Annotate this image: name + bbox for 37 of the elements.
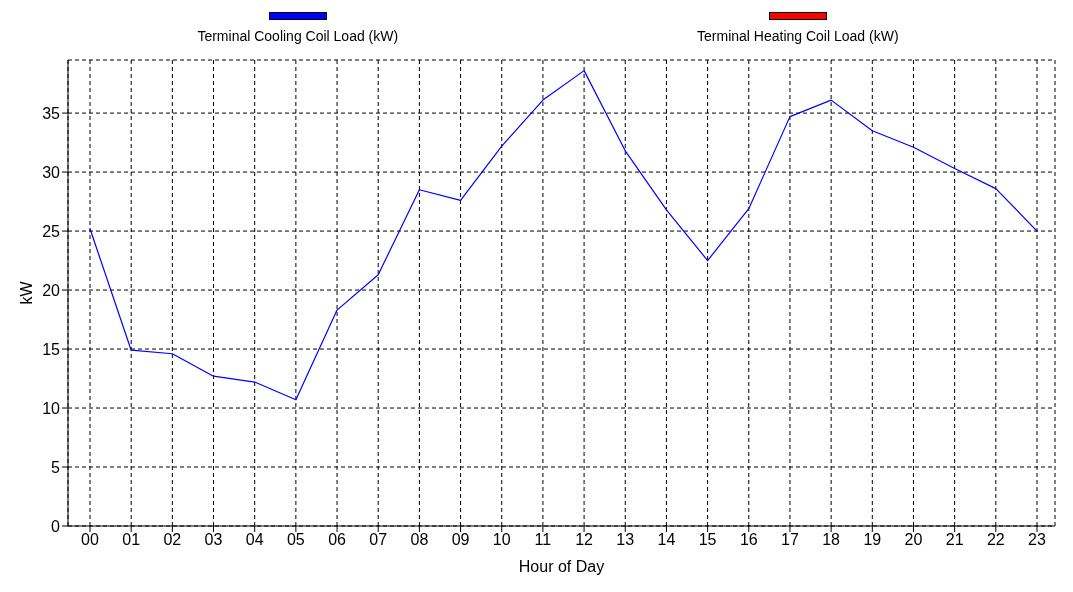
- x-tick-label: 16: [739, 531, 758, 549]
- x-tick-label: 14: [657, 531, 676, 549]
- y-axis-title: kW: [17, 280, 35, 305]
- x-tick-label: 23: [1028, 531, 1046, 549]
- x-tick-label: 07: [369, 531, 388, 549]
- x-tick-label: 15: [698, 531, 717, 549]
- x-tick-label: 20: [904, 531, 923, 549]
- x-tick-label: 00: [81, 531, 99, 549]
- x-tick-label: 21: [945, 531, 964, 549]
- x-axis-title: Hour of Day: [518, 558, 605, 575]
- x-tick-label: 19: [863, 531, 882, 549]
- x-tick-label: 08: [410, 531, 429, 549]
- y-tick-label: 25: [42, 222, 61, 240]
- x-tick-label: 05: [286, 531, 305, 549]
- x-tick-label: 03: [204, 531, 223, 549]
- x-tick-label: 06: [328, 531, 347, 549]
- x-tick-label: 10: [492, 531, 511, 549]
- line-series: [89, 70, 1038, 401]
- y-tick-label: 30: [42, 163, 61, 181]
- x-tick-label: 02: [163, 531, 182, 549]
- x-tick-label: 09: [451, 531, 470, 549]
- y-tick-label: 35: [42, 104, 61, 122]
- y-tick-label: 15: [42, 340, 61, 358]
- x-tick-label: 12: [575, 531, 594, 549]
- x-tick-label: 18: [822, 531, 841, 549]
- y-tick-label: 10: [42, 399, 61, 417]
- legend-label: Terminal Heating Coil Load (kW): [697, 28, 899, 44]
- x-tick-label: 22: [986, 531, 1005, 549]
- x-tick-label: 04: [245, 531, 264, 549]
- x-tick-label: 01: [122, 531, 141, 549]
- y-tick-label: 20: [42, 281, 61, 299]
- legend-label: Terminal Cooling Coil Load (kW): [197, 28, 399, 44]
- y-tick-label: 0: [51, 517, 61, 535]
- x-tick-label: 13: [616, 531, 635, 549]
- y-tick-label: 5: [51, 458, 61, 476]
- x-tick-label: 11: [534, 531, 552, 549]
- x-tick-label: 17: [781, 531, 799, 549]
